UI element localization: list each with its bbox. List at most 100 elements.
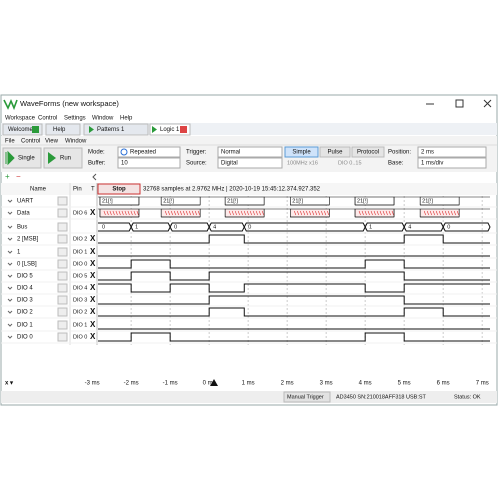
source-dropdown[interactable] — [217, 157, 283, 169]
tab[interactable] — [45, 123, 81, 136]
stop-button[interactable] — [97, 183, 141, 195]
signal-name[interactable]: DIO 1 — [17, 323, 33, 329]
signal-name[interactable]: DIO 4 — [17, 286, 33, 292]
trigger-condition[interactable]: X — [90, 271, 96, 280]
manual-trigger: Manual Trigger — [287, 394, 324, 400]
close-button[interactable] — [483, 99, 492, 108]
manual-trigger-button[interactable] — [283, 391, 331, 403]
signal-settings[interactable] — [57, 295, 68, 305]
trigger-type-button[interactable] — [284, 146, 319, 158]
x-tick-label: 7 ms — [476, 381, 489, 387]
signal-name[interactable]: DIO 2 — [17, 310, 33, 316]
signal-name[interactable]: DIO 5 — [17, 274, 33, 280]
trigger-condition[interactable]: X — [90, 295, 96, 304]
single-button[interactable] — [2, 147, 42, 169]
submenu-item[interactable]: File — [5, 139, 15, 145]
submenu-item[interactable]: View — [45, 139, 59, 145]
trigger-condition[interactable]: X — [90, 247, 96, 256]
signal-settings[interactable] — [57, 320, 68, 330]
trigger-condition[interactable]: X — [90, 332, 96, 341]
data-bits — [370, 210, 373, 216]
tab[interactable] — [149, 123, 191, 136]
trigger-dropdown[interactable] — [217, 146, 283, 158]
expand-icon — [7, 250, 13, 254]
zoom-menu[interactable]: x ▾ — [5, 381, 14, 387]
tab[interactable] — [2, 123, 43, 136]
signal-name[interactable]: DIO 3 — [17, 298, 33, 304]
add-tab[interactable] — [32, 126, 39, 133]
source-label: Source: — [186, 161, 207, 167]
pin-header: Pin — [73, 187, 82, 193]
data-bits — [115, 210, 118, 216]
signal-settings[interactable] — [57, 259, 68, 269]
packet-label: 21[!] — [227, 198, 238, 204]
trigger-condition[interactable]: X — [90, 307, 96, 316]
signal-name[interactable]: 1 — [17, 250, 21, 256]
signal-settings[interactable] — [57, 222, 68, 232]
tab-close[interactable] — [180, 126, 187, 133]
signal-name[interactable]: 2 [MSB] — [17, 237, 39, 243]
maximize-button[interactable] — [455, 99, 464, 108]
mode-icon — [120, 148, 128, 156]
signal-settings[interactable] — [57, 332, 68, 342]
menu-item[interactable]: Settings — [64, 116, 86, 122]
signal-settings[interactable] — [57, 196, 68, 206]
data-bits — [453, 210, 456, 216]
data-bits — [194, 210, 197, 216]
menu-item[interactable]: Window — [92, 116, 114, 122]
tab-icon — [89, 126, 94, 133]
status: Status: OK — [454, 394, 481, 400]
signal-settings[interactable] — [57, 234, 68, 244]
data-bits — [456, 210, 459, 216]
data-bits — [109, 210, 112, 216]
submenu-item[interactable]: Control — [21, 139, 40, 145]
scroll-left[interactable] — [92, 173, 97, 181]
x-tick-label: -1 ms — [163, 381, 178, 387]
tab[interactable] — [83, 123, 149, 136]
signal-settings[interactable] — [57, 208, 68, 218]
rate-label: 100MHz x16 — [287, 160, 318, 166]
menu-item[interactable]: Workspace — [5, 116, 36, 122]
signal-name[interactable]: DIO 0 — [17, 335, 33, 341]
trigger-condition[interactable]: X — [90, 259, 96, 268]
signal-settings[interactable] — [57, 283, 68, 293]
signal-settings[interactable] — [57, 307, 68, 317]
x-tick-label: 3 ms — [320, 381, 333, 387]
trigger-condition[interactable]: X — [90, 234, 96, 243]
bus-value: 0 — [102, 224, 105, 230]
menu-item[interactable]: Control — [38, 116, 57, 122]
trigger-type-button[interactable] — [319, 146, 351, 158]
trigger-condition[interactable]: X — [90, 283, 96, 292]
signal-name[interactable]: UART — [17, 199, 34, 205]
data-bits — [444, 210, 447, 216]
remove-icon[interactable]: − — [16, 172, 21, 181]
signal-settings[interactable] — [57, 247, 68, 257]
tab-label: Welcome — [8, 127, 34, 133]
base-input[interactable] — [417, 157, 487, 169]
digital-waveform — [98, 271, 490, 281]
mode-dropdown[interactable] — [117, 146, 181, 158]
buffer-input[interactable] — [117, 157, 181, 169]
signal-name[interactable]: Data — [17, 211, 30, 217]
data-bits — [315, 210, 318, 216]
trigger-condition[interactable]: X — [90, 208, 96, 217]
bus-value: 0 — [447, 224, 450, 230]
digital-waveform — [98, 295, 490, 305]
menu-item[interactable]: Help — [120, 116, 133, 122]
trigger-condition[interactable]: X — [90, 320, 96, 329]
data-bits — [170, 210, 173, 216]
data-bits — [127, 210, 130, 216]
signal-settings[interactable] — [57, 271, 68, 281]
trigger-type-button[interactable] — [351, 146, 385, 158]
signal-name[interactable]: Bus — [17, 225, 27, 231]
signal-name[interactable]: 0 [LSB] — [17, 262, 37, 268]
position-input[interactable] — [417, 146, 487, 158]
x-tick-label: -3 ms — [85, 381, 100, 387]
add-icon[interactable]: + — [5, 172, 10, 181]
expand-icon — [7, 237, 13, 241]
signal-pin: DIO 1 — [73, 322, 87, 328]
submenu-item[interactable]: Window — [65, 139, 87, 145]
run-button[interactable] — [43, 147, 83, 169]
data-bits — [173, 210, 176, 216]
